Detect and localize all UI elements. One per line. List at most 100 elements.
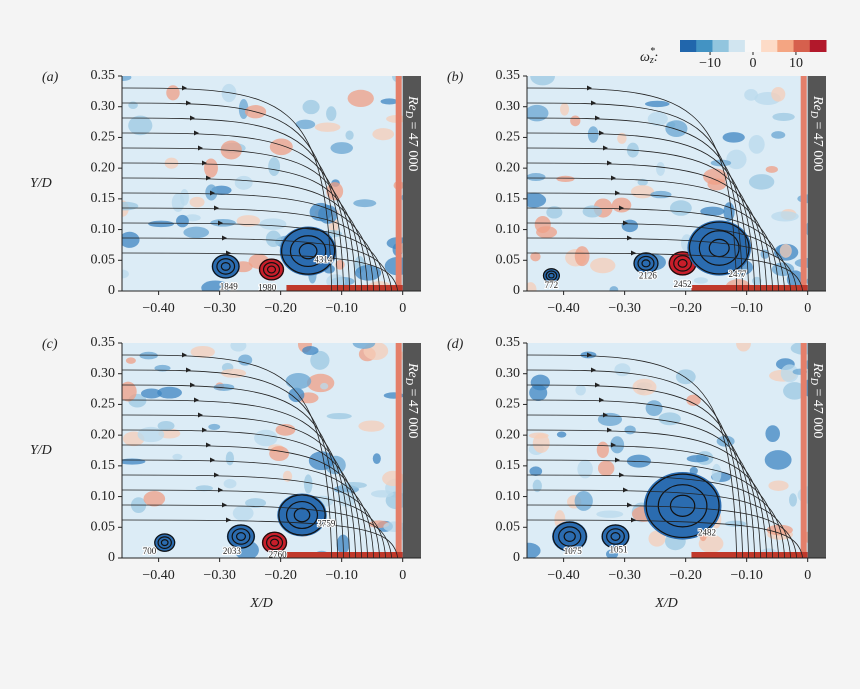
streamline-arrow [202, 160, 207, 166]
y-tick-label: 0.20 [91, 160, 116, 175]
field-blob [122, 381, 137, 402]
wall-label: ReD = 47 000 [808, 95, 825, 171]
wall-label-part: Re [405, 95, 420, 111]
field-blob [330, 142, 353, 154]
streamline [527, 207, 786, 291]
vortex-annotation: 2482 [698, 527, 716, 537]
vortex-streamline [669, 494, 696, 517]
vortex-streamline [641, 259, 651, 268]
vortex-streamline [688, 221, 750, 275]
streamline [122, 177, 369, 291]
vortex-streamline [160, 539, 169, 547]
streamline-arrow [194, 130, 199, 136]
wall-label-part: D [403, 377, 414, 386]
streamline-arrow [587, 85, 592, 91]
streamline-arrow [202, 427, 207, 433]
field-blob [285, 372, 312, 390]
streamline [527, 414, 762, 558]
streamline [527, 162, 768, 291]
field-blob [125, 357, 136, 364]
field-blob [748, 174, 775, 190]
field-blob [189, 196, 205, 208]
field-blob [780, 364, 799, 383]
field-blob [140, 388, 162, 399]
field-blob [596, 441, 609, 458]
streamline-arrow [206, 442, 211, 448]
streamline [122, 429, 363, 558]
field-blob [609, 286, 619, 291]
field-blob [644, 100, 670, 108]
wall-label-part: Re [810, 362, 825, 378]
field-blob [744, 89, 758, 101]
streamline-arrow [595, 115, 600, 121]
field-blob [766, 524, 793, 536]
panel-label: (c) [42, 337, 58, 352]
colorbar-swatch [712, 40, 730, 52]
colorbar-swatch [728, 40, 746, 52]
streamline [122, 504, 393, 558]
streamline-arrow [611, 175, 616, 181]
field-blob [529, 466, 543, 477]
y-tick-label: 0 [513, 550, 520, 565]
vortex-streamline [154, 533, 176, 552]
field-blob [358, 420, 385, 432]
vortex-annotation: 2452 [674, 279, 692, 289]
vortex-annotation: 2033 [223, 546, 242, 556]
streamline [122, 87, 333, 291]
y-tick-label: 0.25 [496, 397, 521, 412]
vortex-streamline [563, 531, 576, 542]
field-blob [574, 491, 593, 511]
field-blob [527, 104, 549, 122]
streamline [122, 192, 375, 291]
wall-label-part: = 47 000 [810, 118, 825, 171]
field-blob [707, 178, 727, 191]
field-blob [380, 98, 399, 105]
streamline-arrow [210, 190, 215, 196]
y-tick-label: 0.20 [496, 427, 521, 442]
streamline [122, 369, 339, 558]
field-blob [234, 175, 253, 190]
streamline-arrow [226, 250, 231, 256]
field-blob [546, 206, 563, 219]
vortex-streamline [227, 524, 255, 549]
streamline-arrow [595, 382, 600, 388]
x-tick-label: −0.40 [142, 301, 174, 316]
field-blob [556, 431, 567, 438]
field-blob [282, 470, 293, 482]
field-blob [656, 162, 666, 176]
colorbar-swatch [761, 40, 778, 52]
wall-label-part: Re [405, 362, 420, 378]
field-blob [577, 459, 593, 479]
field-blob [624, 425, 636, 435]
y-tick-label: 0.35 [91, 68, 116, 83]
vortex-streamline [269, 538, 280, 547]
field-blob [527, 542, 541, 558]
field-blob [783, 382, 807, 400]
streamline [122, 384, 345, 558]
field-blob [295, 119, 316, 130]
field-blob [527, 282, 537, 291]
field-blob [302, 346, 319, 356]
vortex-core [552, 521, 588, 552]
field-blob [606, 549, 619, 558]
vortex-core [633, 252, 659, 275]
streamline [527, 132, 756, 291]
vortex-streamline [545, 270, 558, 281]
field-blob [587, 126, 599, 143]
streamline-arrow [206, 175, 211, 181]
colorbar-swatch [809, 40, 827, 52]
y-tick-label: 0.30 [91, 366, 116, 381]
streamline [122, 519, 399, 558]
field-blob [771, 86, 786, 102]
colorbar-label-part: : [654, 50, 659, 65]
streamline-arrow [631, 250, 636, 256]
field-blob [630, 185, 654, 199]
vortex-core [601, 524, 630, 549]
vortex-streamline [601, 524, 630, 549]
panel-label: (d) [447, 337, 464, 352]
field-blob [260, 283, 271, 291]
y-tick-label: 0.30 [496, 99, 521, 114]
field-blob [528, 432, 549, 439]
y-tick-label: 0.15 [91, 191, 116, 206]
wall-shear-layer [395, 343, 402, 558]
